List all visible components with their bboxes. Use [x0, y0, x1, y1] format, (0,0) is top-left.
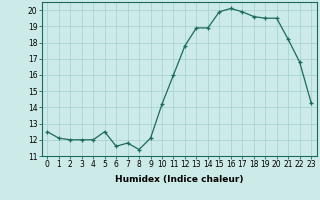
- X-axis label: Humidex (Indice chaleur): Humidex (Indice chaleur): [115, 175, 244, 184]
